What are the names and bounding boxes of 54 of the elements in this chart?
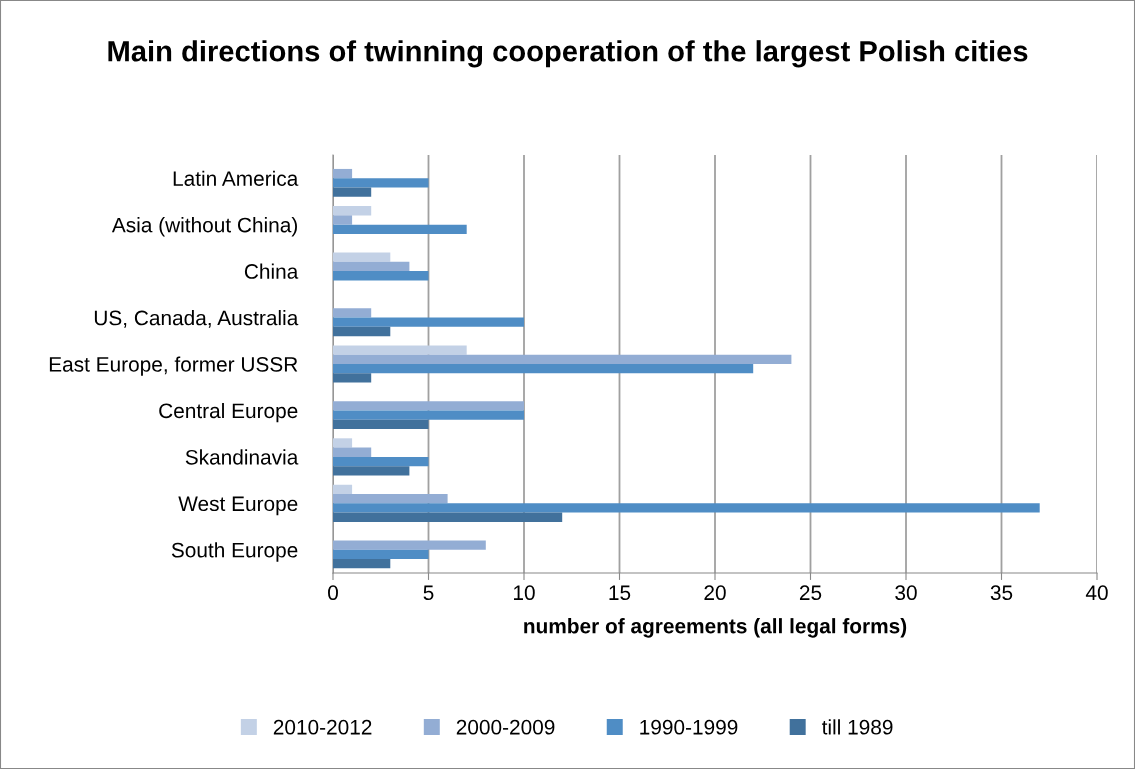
y-tick-label: Central Europe xyxy=(159,402,298,423)
bar xyxy=(333,503,1040,513)
bar xyxy=(333,326,391,337)
bar xyxy=(333,224,467,234)
bar xyxy=(333,419,429,430)
y-tick-label: Latin America xyxy=(173,170,299,186)
y-tick-label: US, Canada, Australia xyxy=(94,310,299,328)
x-tick-label: 5 xyxy=(423,585,434,601)
y-tick-label: Asia (without China) xyxy=(111,217,297,237)
legend-label: 2010-2012 xyxy=(273,719,372,735)
y-tick-label: East Europe, former USSR xyxy=(49,356,298,376)
chart-title: Main directions of twinning cooperation of the largest Polish cities xyxy=(108,40,1028,68)
x-axis-title: number of agreements (all legal forms) xyxy=(524,618,907,638)
bar xyxy=(333,345,467,355)
bar xyxy=(333,512,563,522)
legend-label: 2000-2009 xyxy=(456,719,555,735)
bar xyxy=(333,466,410,476)
bar xyxy=(333,215,353,225)
bar xyxy=(333,206,372,216)
bar xyxy=(333,549,429,560)
bar xyxy=(333,261,410,272)
bar xyxy=(333,410,524,420)
y-tick-label: South Europe xyxy=(171,542,298,562)
x-tick-label: 20 xyxy=(704,585,726,601)
bar xyxy=(333,364,754,374)
x-tick-label: 15 xyxy=(609,585,631,601)
bar xyxy=(333,373,372,383)
x-tick-label: 40 xyxy=(1085,585,1108,601)
x-tick-label: 30 xyxy=(895,585,917,601)
bar xyxy=(333,484,353,495)
bar xyxy=(333,317,524,327)
bar xyxy=(333,401,524,411)
y-tick-label: China xyxy=(244,263,299,279)
legend-label: till 1989 xyxy=(821,719,893,735)
y-tick-label: West Europe xyxy=(178,496,298,516)
bar xyxy=(333,438,353,448)
bar xyxy=(333,354,792,364)
bar xyxy=(333,187,372,197)
bar xyxy=(333,168,353,179)
bar xyxy=(333,456,429,467)
bar xyxy=(333,447,372,457)
y-tick-label: Skandinavia xyxy=(185,449,299,465)
bar xyxy=(333,540,486,550)
bar xyxy=(333,494,448,504)
x-tick-label: 35 xyxy=(990,585,1013,601)
bar xyxy=(333,308,372,318)
bar xyxy=(333,252,391,262)
x-tick-label: 10 xyxy=(514,585,535,601)
bar xyxy=(333,559,391,569)
legend-label: 1990-1999 xyxy=(640,719,738,735)
bar xyxy=(333,271,429,281)
x-tick-label: 0 xyxy=(328,585,338,601)
x-tick-label: 25 xyxy=(799,585,822,601)
bar xyxy=(333,178,429,188)
